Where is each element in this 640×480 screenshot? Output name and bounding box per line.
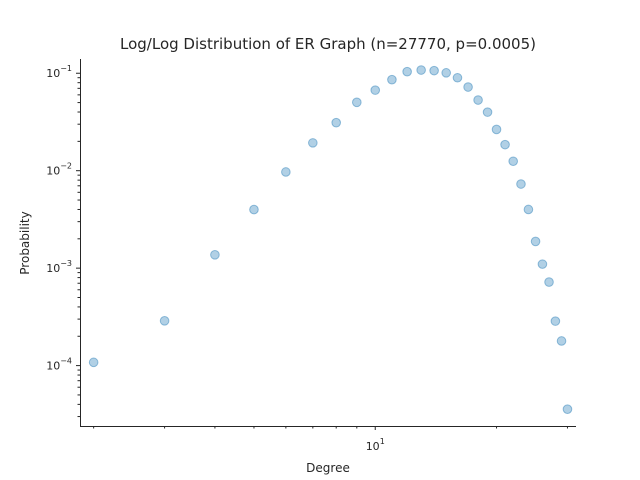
data-point (530, 236, 541, 247)
x-tick-label: 101 (366, 437, 385, 453)
data-point (416, 65, 426, 75)
data-point (523, 204, 534, 215)
data-point (210, 250, 220, 260)
y-axis-label: Probability (18, 211, 32, 274)
data-point (473, 95, 483, 105)
data-point (331, 117, 341, 128)
data-point (429, 65, 439, 76)
y-tick-label: 10−2 (46, 162, 72, 178)
data-point (370, 85, 381, 95)
data-point (500, 139, 510, 150)
y-tick-label: 10−1 (46, 64, 72, 80)
data-point (88, 357, 99, 368)
data-point (508, 156, 518, 167)
axes-spines (80, 59, 576, 427)
data-points (88, 65, 573, 414)
data-point (463, 82, 473, 92)
data-point (308, 138, 318, 148)
data-point (452, 72, 463, 83)
data-point (556, 336, 567, 346)
data-point (159, 316, 170, 326)
x-axis-label: Degree (306, 461, 350, 475)
data-point (550, 316, 561, 326)
data-point (491, 124, 502, 135)
data-point (482, 107, 493, 117)
y-tick-label: 10−3 (46, 259, 72, 275)
data-point (441, 68, 451, 78)
data-point (281, 167, 291, 177)
x-axis-ticks: 101 (93, 426, 568, 453)
data-point (544, 277, 554, 287)
chart-title: Log/Log Distribution of ER Graph (n=2777… (120, 35, 536, 53)
data-point (562, 404, 573, 414)
y-tick-label: 10−4 (46, 357, 72, 373)
y-axis-ticks: 10−4 10−3 10−2 10−1 (46, 64, 80, 418)
data-point (516, 179, 526, 189)
data-point (402, 66, 412, 77)
data-point (352, 97, 362, 108)
data-point (387, 74, 397, 85)
data-point (249, 204, 259, 215)
data-point (537, 259, 548, 269)
